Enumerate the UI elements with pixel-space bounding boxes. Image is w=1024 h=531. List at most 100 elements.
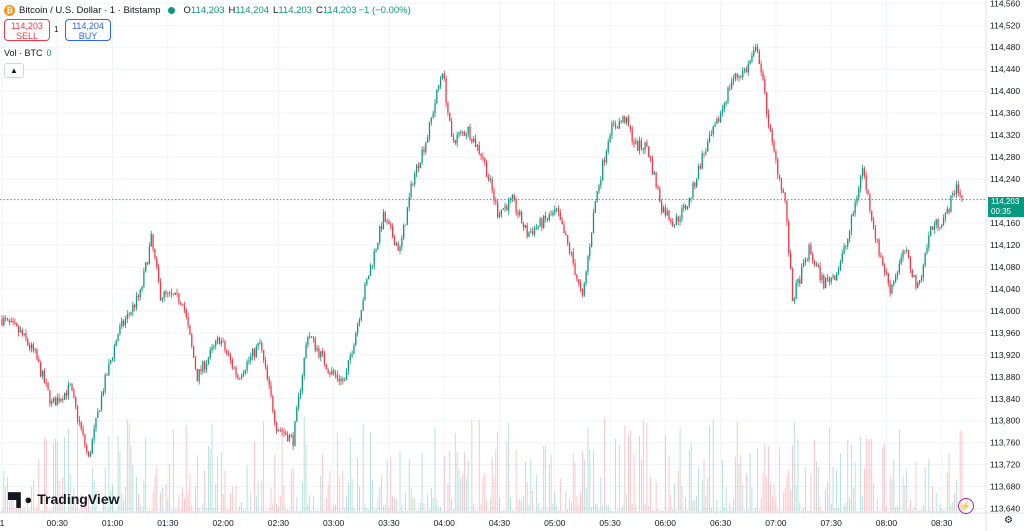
candle-body — [603, 160, 606, 162]
volume-bar — [565, 491, 567, 513]
candle-body — [386, 221, 388, 223]
candle-body — [246, 361, 248, 371]
candle-body — [253, 349, 256, 357]
volume-bar — [887, 510, 889, 513]
candle-body — [548, 214, 550, 220]
candle-body — [848, 231, 851, 240]
volume-bar — [8, 501, 10, 513]
volume-bar — [42, 510, 43, 513]
price-axis: 113,640 113,680 113,720 113,760 113,800 113,8… — [985, 0, 1020, 531]
volume-bar — [80, 494, 82, 513]
volume-bar — [460, 478, 462, 513]
volume-bar — [222, 494, 224, 513]
volume-bar — [596, 503, 598, 513]
chevron-up-icon[interactable]: ▲ — [4, 63, 24, 78]
candle-body — [16, 323, 18, 327]
gear-icon[interactable]: ⚙ — [1004, 515, 1013, 526]
volume-bar — [224, 470, 226, 513]
volume-bar — [97, 510, 99, 513]
volume-bar — [550, 454, 552, 513]
volume-bar — [313, 495, 314, 513]
candle-body — [14, 322, 16, 324]
candle-body — [180, 302, 182, 304]
candle-body — [554, 209, 556, 213]
y-tick-label: 113,920 — [990, 350, 1020, 360]
x-tick-label: 01:30 — [157, 518, 179, 528]
candle-body — [371, 265, 374, 267]
volume-bar — [58, 481, 60, 513]
candle-body — [788, 221, 790, 254]
candle-body — [272, 395, 274, 412]
volume-bar — [954, 493, 956, 513]
volume-bar — [869, 438, 871, 513]
candle-body — [266, 367, 268, 379]
volume-bar — [793, 421, 795, 513]
candle-body — [898, 263, 900, 273]
candle-body — [54, 397, 57, 406]
symbol-title[interactable]: Bitcoin / U.S. Dollar · 1 · Bitstamp — [19, 4, 161, 16]
volume-bar — [823, 511, 825, 513]
volume-bar — [657, 509, 659, 513]
volume-bar — [600, 477, 602, 513]
candle-body — [274, 411, 276, 423]
candle-body — [839, 261, 842, 270]
volume-bar — [499, 497, 500, 513]
candle-body — [320, 351, 322, 358]
candle-body — [707, 142, 709, 152]
volume-bar — [817, 466, 819, 513]
candle-body — [157, 266, 160, 281]
open-value: 114,203 — [190, 4, 225, 16]
volume-bar — [209, 449, 211, 513]
volume-bar — [252, 510, 253, 513]
candle-body — [58, 397, 60, 402]
candle-body — [242, 373, 245, 377]
candle-body — [412, 183, 414, 185]
volume-bar — [782, 492, 784, 513]
volume-bar — [368, 509, 370, 513]
buy-button[interactable]: 114,204 BUY — [65, 19, 111, 41]
volume-bar — [429, 509, 430, 513]
volume-bar — [711, 508, 712, 513]
lightning-icon[interactable]: ⚡ — [958, 498, 974, 514]
volume-bar — [215, 483, 217, 513]
candle-body — [288, 434, 291, 442]
candle-body — [889, 283, 891, 294]
volume-bar — [447, 483, 449, 513]
volume-legend[interactable]: Vol · BTC 0 — [4, 48, 52, 58]
candle-body — [283, 431, 285, 433]
candle-body — [904, 250, 906, 252]
candle-body — [915, 274, 917, 288]
volume-bar — [443, 455, 445, 513]
sell-button[interactable]: 114,203 SELL — [4, 19, 50, 41]
candle-body — [309, 336, 311, 338]
candle-body — [34, 349, 36, 351]
volume-bar — [265, 510, 266, 513]
candle-body — [270, 385, 272, 396]
volume-bar — [53, 443, 54, 513]
candle-body — [495, 200, 497, 203]
volume-bar — [410, 488, 412, 513]
y-tick-label: 114,000 — [990, 306, 1020, 316]
volume-bar — [539, 510, 541, 513]
y-tick-label: 114,240 — [990, 174, 1020, 184]
x-tick-label: 02:30 — [268, 518, 290, 528]
volume-bar — [342, 471, 344, 513]
volume-bar — [406, 510, 408, 513]
candle-body — [134, 304, 136, 308]
candle-body — [789, 253, 792, 270]
volume-bar — [482, 476, 484, 513]
volume-bar — [91, 467, 93, 513]
candle-body — [738, 76, 740, 78]
close-value: 114,203 — [322, 4, 357, 16]
candle-body — [826, 277, 829, 279]
volume-bar — [325, 497, 327, 513]
tradingview-logo[interactable]: ▀▌● TradingView — [8, 491, 120, 507]
candle-body — [268, 378, 270, 386]
volume-bar — [405, 492, 406, 513]
candle-body — [150, 234, 152, 247]
candle-body — [76, 406, 79, 420]
candle-body — [732, 78, 735, 82]
volume-bar — [932, 486, 933, 513]
x-tick-label: 04:30 — [489, 518, 511, 528]
